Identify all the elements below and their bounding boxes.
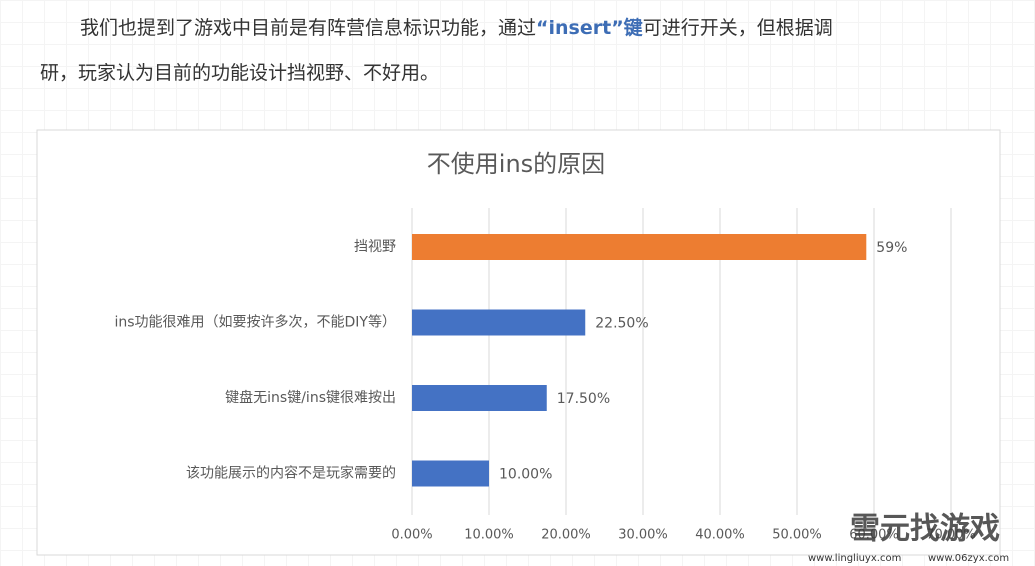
watermark-url: www.06zyx.com	[928, 553, 1009, 564]
bar	[412, 234, 867, 260]
x-tick-label: 50.00%	[772, 528, 822, 543]
y-tick-label: 该功能展示的内容不是玩家需要的	[186, 465, 396, 482]
bar	[412, 460, 489, 487]
x-tick-label: 20.00%	[541, 528, 591, 543]
watermark-url: www.lingliuyx.com	[808, 553, 901, 564]
highlight: “insert”键	[536, 17, 643, 39]
bar	[412, 309, 586, 336]
x-tick-label: 0.00%	[391, 528, 432, 543]
paragraph-text: 我们也提到了游戏中目前是有阵营信息标识功能，通过	[80, 17, 537, 39]
x-tick-label: 60.00%	[849, 528, 899, 543]
paragraph-line: 我们也提到了游戏中目前是有阵营信息标识功能，通过“insert”键可进行开关，但…	[80, 13, 833, 40]
y-tick-label: ins功能很难用（如要按许多次，不能DIY等）	[114, 314, 396, 331]
paragraph-text: 可进行开关，但根据调	[642, 17, 833, 39]
bar	[412, 385, 547, 411]
data-label: 59%	[876, 240, 907, 256]
watermark: 雪元找游戏	[850, 512, 1000, 547]
x-tick-label: 40.00%	[695, 528, 745, 543]
chart-title: 不使用ins的原因	[427, 150, 605, 178]
y-tick-label: 挡视野	[354, 239, 396, 255]
data-label: 10.00%	[499, 467, 552, 483]
paragraph-line: 研，玩家认为目前的功能设计挡视野、不好用。	[40, 62, 440, 84]
x-tick-label: 70.00%	[926, 528, 976, 543]
y-tick-label: 键盘无ins键/ins键很难按出	[225, 389, 396, 406]
x-tick-label: 30.00%	[618, 528, 668, 543]
data-label: 22.50%	[595, 316, 648, 332]
chart-frame	[36, 129, 1001, 556]
data-label: 17.50%	[557, 391, 610, 407]
x-tick-label: 10.00%	[464, 528, 514, 543]
